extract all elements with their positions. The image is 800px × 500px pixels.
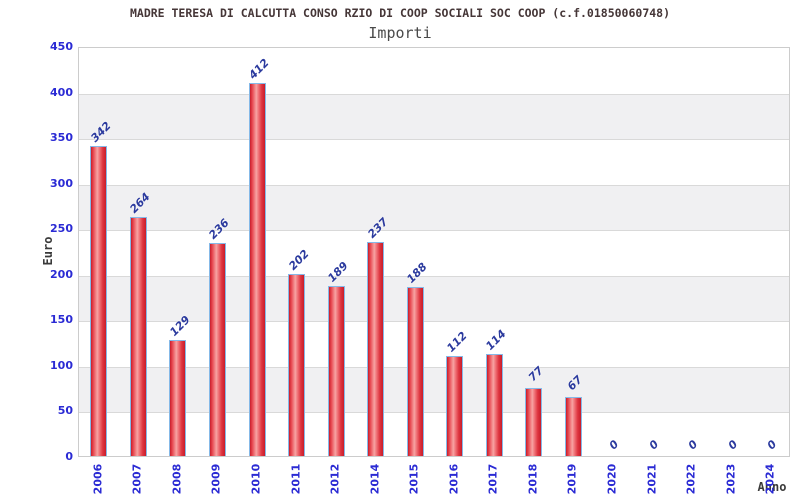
bar-2016 [446, 355, 464, 456]
gridline [79, 94, 789, 95]
y-tick-label: 350 [50, 131, 73, 145]
bar-2006 [90, 146, 108, 456]
plot-band [79, 48, 789, 94]
x-tick-label: 2011 [289, 463, 303, 495]
x-tick-label: 2008 [170, 463, 184, 495]
bar-2007 [129, 217, 147, 456]
y-axis-title: Euro [41, 236, 55, 266]
bar-2010 [248, 82, 266, 456]
plot-band [79, 321, 789, 367]
plot-area [78, 47, 790, 457]
bar-2019 [564, 396, 582, 456]
y-tick-label: 0 [65, 450, 73, 463]
x-tick-label: 2015 [407, 463, 421, 495]
chart-title: MADRE TERESA DI CALCUTTA CONSO RZIO DI C… [129, 6, 671, 20]
gridline [79, 139, 789, 140]
bar-2011 [288, 273, 306, 456]
bar-2014 [367, 242, 385, 456]
y-tick-label: 250 [50, 222, 73, 236]
x-tick-label: 2016 [447, 463, 461, 495]
x-tick-label: 2020 [605, 463, 619, 495]
bar-2009 [208, 242, 226, 456]
x-tick-label: 2014 [368, 463, 382, 495]
y-tick-label: 300 [50, 176, 73, 190]
x-tick-label: 2021 [645, 463, 659, 495]
y-tick-label: 50 [57, 404, 73, 418]
x-tick-label: 2024 [763, 463, 777, 495]
y-tick-label: 200 [50, 267, 73, 281]
x-tick-label: 2023 [724, 463, 738, 495]
y-tick-label: 450 [50, 40, 73, 53]
gridline [79, 412, 789, 413]
x-tick-label: 2009 [209, 463, 223, 495]
x-tick-label: 2017 [486, 463, 500, 495]
plot-band [79, 139, 789, 185]
gridline [79, 321, 789, 322]
plot-band [79, 230, 789, 276]
x-tick-label: 2010 [249, 463, 263, 495]
bar-2015 [406, 286, 424, 456]
plot-band [79, 184, 789, 231]
plot-band [79, 275, 789, 322]
gridline [79, 276, 789, 277]
chart-subtitle: Importi [368, 24, 432, 42]
x-tick-label: 2006 [91, 463, 105, 495]
x-axis-title: Anno [757, 480, 787, 494]
y-tick-label: 400 [50, 85, 73, 99]
bar-2012 [327, 285, 345, 456]
plot-band [79, 366, 789, 413]
x-tick-label: 2022 [684, 463, 698, 495]
plot-band [79, 93, 789, 140]
x-tick-label: 2019 [565, 463, 579, 495]
y-tick-label: 150 [50, 313, 73, 327]
gridline [79, 185, 789, 186]
x-tick-label: 2007 [130, 463, 144, 495]
bar-2017 [485, 354, 503, 456]
y-tick-label: 100 [50, 358, 73, 372]
gridline [79, 367, 789, 368]
x-tick-label: 2012 [328, 463, 342, 495]
bar-2018 [525, 387, 543, 456]
bar-2008 [169, 340, 187, 456]
gridline [79, 230, 789, 231]
x-tick-label: 2018 [526, 463, 540, 495]
plot-band [79, 412, 789, 456]
